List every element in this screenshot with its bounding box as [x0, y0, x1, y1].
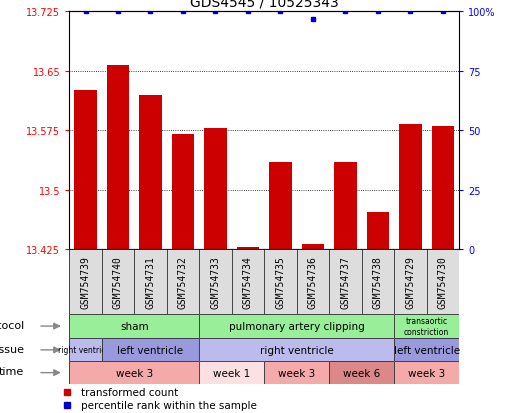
Bar — [302, 244, 324, 250]
Text: GSM754732: GSM754732 — [178, 256, 188, 308]
Bar — [431, 127, 454, 250]
Text: GSM754738: GSM754738 — [373, 256, 383, 308]
Text: GSM754737: GSM754737 — [341, 256, 350, 308]
Bar — [204, 129, 227, 250]
Text: time: time — [0, 367, 24, 377]
Bar — [171, 134, 194, 250]
Text: GSM754729: GSM754729 — [405, 256, 416, 308]
Text: GSM754740: GSM754740 — [113, 256, 123, 308]
Text: GSM754736: GSM754736 — [308, 256, 318, 308]
Text: left ventricle: left ventricle — [393, 345, 460, 355]
Bar — [334, 163, 357, 250]
Text: right ventricle: right ventricle — [260, 345, 333, 355]
Text: week 3: week 3 — [278, 368, 315, 378]
Text: transaortic
constriction: transaortic constriction — [404, 317, 449, 336]
Text: right ventricle: right ventricle — [58, 346, 113, 354]
Text: left ventricle: left ventricle — [117, 345, 184, 355]
Title: GDS4545 / 10525343: GDS4545 / 10525343 — [190, 0, 339, 10]
Text: week 6: week 6 — [343, 368, 380, 378]
Text: tissue: tissue — [0, 344, 24, 354]
Bar — [139, 95, 162, 250]
Text: GSM754733: GSM754733 — [210, 256, 221, 308]
Bar — [366, 213, 389, 250]
Bar — [399, 125, 422, 250]
Text: percentile rank within the sample: percentile rank within the sample — [81, 400, 257, 410]
Text: protocol: protocol — [0, 320, 24, 330]
Bar — [236, 247, 259, 250]
Text: transformed count: transformed count — [81, 387, 178, 397]
Text: pulmonary artery clipping: pulmonary artery clipping — [229, 321, 365, 331]
Text: GSM754731: GSM754731 — [146, 256, 155, 308]
Text: GSM754739: GSM754739 — [81, 256, 90, 308]
Text: GSM754735: GSM754735 — [275, 256, 285, 308]
Bar — [74, 91, 97, 250]
Text: week 1: week 1 — [213, 368, 250, 378]
Bar — [107, 65, 129, 250]
Text: GSM754734: GSM754734 — [243, 256, 253, 308]
Bar — [269, 163, 292, 250]
Text: GSM754730: GSM754730 — [438, 256, 448, 308]
Text: sham: sham — [120, 321, 149, 331]
Text: week 3: week 3 — [115, 368, 153, 378]
Text: week 3: week 3 — [408, 368, 445, 378]
